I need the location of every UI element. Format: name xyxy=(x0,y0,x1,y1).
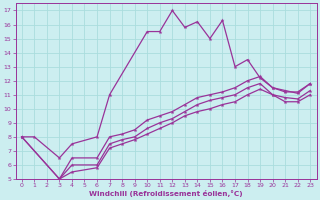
X-axis label: Windchill (Refroidissement éolien,°C): Windchill (Refroidissement éolien,°C) xyxy=(89,190,243,197)
